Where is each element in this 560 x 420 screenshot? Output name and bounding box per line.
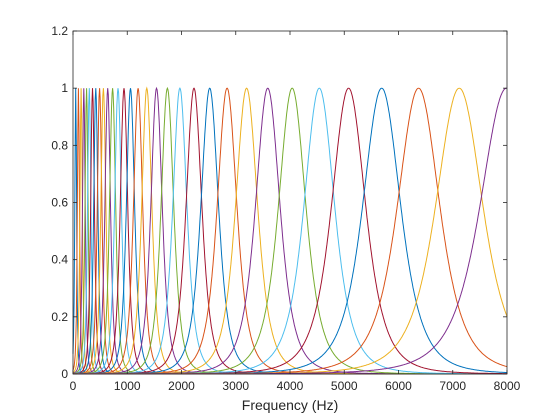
y-tick-label-0.8: 0.8	[51, 138, 68, 152]
y-ticks-group: 0 0.2 0.4 0.6 0.8 1 1.2	[51, 24, 507, 381]
x-tick-label-0: 0	[70, 379, 77, 393]
x-tick-label-8000: 8000	[494, 379, 521, 393]
x-tick-label-1000: 1000	[114, 379, 141, 393]
y-tick-label-0.6: 0.6	[51, 196, 68, 210]
x-tick-label-7000: 7000	[439, 379, 466, 393]
x-ticks-group: 0 1000 2000 3000 4000 5000 6000 7000 8000	[70, 31, 521, 393]
x-tick-label-4000: 4000	[277, 379, 304, 393]
y-tick-label-1.2: 1.2	[51, 24, 68, 38]
plot-area	[73, 31, 507, 374]
y-tick-label-0: 0	[61, 367, 68, 381]
y-tick-label-0.4: 0.4	[51, 253, 68, 267]
x-tick-label-6000: 6000	[385, 379, 412, 393]
y-tick-label-0.2: 0.2	[51, 310, 68, 324]
x-tick-label-2000: 2000	[168, 379, 195, 393]
x-tick-label-5000: 5000	[331, 379, 358, 393]
y-tick-label-1: 1	[61, 81, 68, 95]
x-tick-label-3000: 3000	[222, 379, 249, 393]
x-axis-label: Frequency (Hz)	[242, 397, 338, 413]
